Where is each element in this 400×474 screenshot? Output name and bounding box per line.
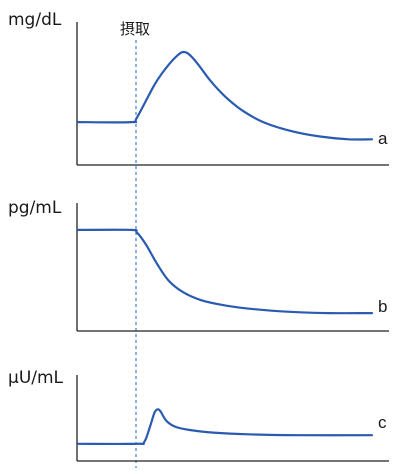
curve-label-a: a	[378, 129, 388, 148]
y-axis-label-bottom: μU/mL	[8, 368, 64, 388]
y-axis-label-top: mg/dL	[8, 10, 62, 30]
y-axis-label-middle: pg/mL	[8, 198, 62, 218]
series-line-b	[76, 228, 374, 315]
series-line-a	[76, 50, 374, 141]
intake-label: 摂取	[120, 20, 151, 38]
series-line-c	[76, 408, 374, 446]
curve-label-c: c	[378, 413, 387, 432]
curve-label-b: b	[378, 297, 388, 316]
